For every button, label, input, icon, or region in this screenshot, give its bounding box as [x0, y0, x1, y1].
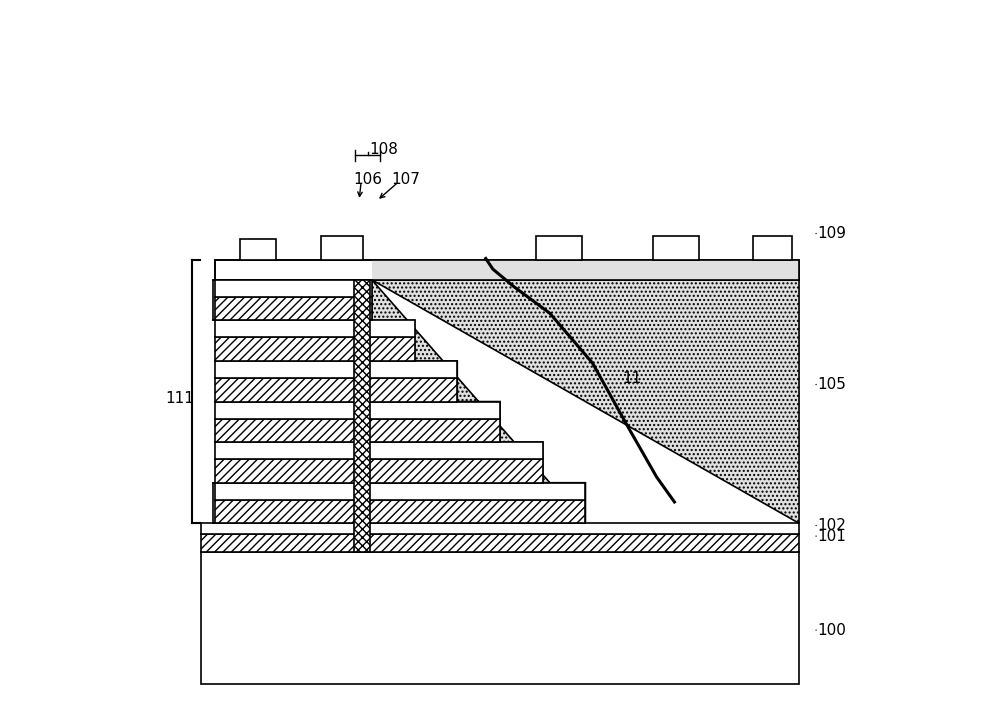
- Bar: [215, 483, 585, 500]
- Bar: [201, 523, 799, 534]
- Text: 106: 106: [353, 172, 382, 187]
- Bar: [201, 552, 799, 684]
- Text: 101: 101: [817, 528, 846, 544]
- Bar: [215, 402, 500, 419]
- Text: 107: 107: [392, 172, 421, 187]
- Bar: [215, 297, 372, 320]
- Text: 109: 109: [817, 226, 846, 241]
- Bar: [215, 442, 543, 459]
- Bar: [536, 236, 582, 260]
- Polygon shape: [372, 280, 799, 523]
- Bar: [215, 280, 372, 297]
- Text: 103: 103: [247, 508, 276, 523]
- Bar: [215, 419, 500, 442]
- Bar: [215, 378, 457, 402]
- Bar: [215, 320, 415, 337]
- Text: 100: 100: [817, 622, 846, 638]
- Text: 104: 104: [247, 280, 276, 295]
- Text: 102: 102: [817, 518, 846, 533]
- Polygon shape: [372, 260, 799, 280]
- Bar: [215, 260, 799, 280]
- Text: 111: 111: [165, 391, 194, 407]
- Text: 103: 103: [247, 290, 276, 305]
- Bar: [201, 534, 799, 552]
- Bar: [215, 459, 543, 483]
- Text: 105: 105: [817, 377, 846, 392]
- Bar: [653, 236, 699, 260]
- Bar: [215, 260, 799, 280]
- Bar: [215, 337, 415, 361]
- Bar: [215, 361, 457, 378]
- Text: 104: 104: [247, 498, 276, 513]
- Bar: [240, 239, 276, 260]
- Text: 11: 11: [622, 371, 642, 387]
- Text: 108: 108: [369, 142, 398, 157]
- Bar: [354, 280, 370, 552]
- Bar: [215, 500, 585, 523]
- Bar: [321, 236, 363, 260]
- Bar: [753, 236, 792, 260]
